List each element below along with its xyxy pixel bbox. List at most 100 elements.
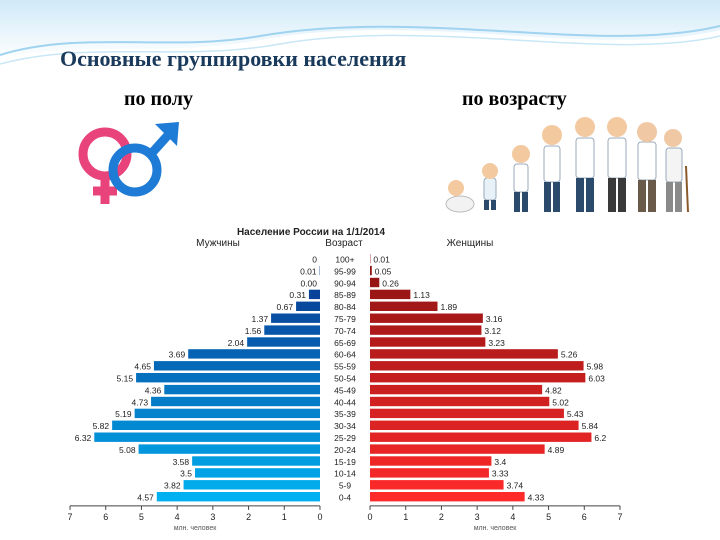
value-label-female: 1.89 [441,302,458,312]
bar-male-70-74 [264,325,320,335]
age-label: 35-39 [334,409,356,419]
bar-male-35-39 [134,408,320,419]
bar-male-65-69 [247,337,320,347]
bar-male-5-9 [183,480,320,490]
bar-female-0-4 [370,492,525,502]
value-label-male: 1.56 [245,326,262,336]
value-label-male: 5.82 [93,421,110,431]
bar-male-85-89 [308,289,320,300]
age-label: 30-34 [334,421,356,431]
age-label: 85-89 [334,290,356,300]
population-pyramid-chart: Население России на 1/1/2014 Мужчины Воз… [67,227,622,530]
bar-female-25-29 [370,432,592,442]
x-tick-label: 5 [139,512,144,522]
value-label-male: 1.37 [252,314,269,324]
value-label-female: 5.84 [582,421,599,431]
value-label-male: 3.58 [173,457,190,467]
bar-male-80-84 [296,301,320,311]
value-label-female: 4.82 [545,385,562,395]
value-label-female: 6.2 [594,433,606,443]
bar-female-80-84 [370,301,438,311]
x-axis-unit-left: млн. человек [174,525,218,530]
x-tick-label: 7 [67,512,72,522]
value-label-male: 5.15 [117,374,134,384]
age-label: 60-64 [334,350,356,360]
age-label: 20-24 [334,445,356,455]
x-tick-label: 1 [403,512,408,522]
life-stages-people-icon [445,117,689,213]
age-label: 0-4 [339,493,352,503]
age-label: 25-29 [334,433,356,443]
bar-female-20-24 [370,444,545,454]
value-label-female: 3.12 [484,326,501,336]
x-tick-label: 4 [175,512,180,522]
x-tick-label: 4 [510,512,515,522]
x-tick-label: 2 [439,512,444,522]
bar-male-25-29 [94,432,321,442]
age-label: 70-74 [334,326,356,336]
bar-female-95-99 [370,265,372,276]
x-tick-label: 6 [582,512,587,522]
value-label-male: 3.5 [180,469,192,479]
bar-female-85-89 [370,289,411,300]
age-label: 65-69 [334,338,356,348]
value-label-female: 3.74 [507,481,524,491]
value-label-female: 4.89 [548,445,565,455]
bar-female-30-34 [370,420,579,430]
chart-title: Население России на 1/1/2014 [237,227,386,238]
bar-male-20-24 [138,444,320,454]
value-label-male: 3.82 [164,481,181,491]
x-tick-label: 3 [210,512,215,522]
value-label-female: 3.4 [494,457,506,467]
value-label-female: 4.33 [528,493,545,503]
slide-title: Основные группировки населения [60,46,407,71]
age-label: 10-14 [334,469,356,479]
value-label-female: 5.98 [587,362,604,372]
age-label: 45-49 [334,385,356,395]
age-label: 15-19 [334,457,356,467]
bar-female-5-9 [370,480,504,490]
value-label-female: 0.26 [382,278,399,288]
bar-female-55-59 [370,361,584,371]
age-label: 55-59 [334,362,356,372]
bar-female-40-44 [370,396,550,407]
bar-female-60-64 [370,349,558,359]
age-label: 5-9 [339,481,352,491]
bar-female-75-79 [370,313,483,323]
value-label-female: 0.01 [373,255,390,265]
bar-female-50-54 [370,373,586,383]
x-tick-label: 6 [103,512,108,522]
bar-female-65-69 [370,337,486,347]
right-label: Женщины [447,238,494,249]
x-axis-unit-right: млн. человек [474,525,518,530]
age-label: 75-79 [334,314,356,324]
age-label: 90-94 [334,278,356,288]
value-label-female: 3.23 [488,338,505,348]
x-tick-label: 0 [317,512,322,522]
center-label: Возраст [325,238,363,249]
bar-female-15-19 [370,456,492,466]
female-male-symbols-icon [78,122,179,204]
value-label-male: 5.19 [115,409,132,419]
value-label-male: 5.08 [119,445,136,455]
bar-male-60-64 [188,349,320,359]
value-label-female: 5.02 [552,397,569,407]
value-label-female: 6.03 [588,374,605,384]
bar-male-10-14 [195,468,320,478]
x-tick-label: 5 [546,512,551,522]
value-label-female: 5.26 [561,350,578,360]
x-tick-label: 3 [475,512,480,522]
subtitle-age: по возрасту [462,88,567,110]
bar-male-50-54 [136,373,320,383]
value-label-male: 4.65 [134,362,151,372]
subtitle-sex: по полу [124,88,194,110]
bar-male-30-34 [112,420,320,430]
value-label-male: 0.00 [300,278,317,288]
value-label-female: 3.33 [492,469,509,479]
bar-male-15-19 [192,456,320,466]
x-tick-label: 7 [617,512,622,522]
x-tick-label: 2 [246,512,251,522]
x-tick-label: 1 [282,512,287,522]
value-label-male: 6.32 [75,433,92,443]
